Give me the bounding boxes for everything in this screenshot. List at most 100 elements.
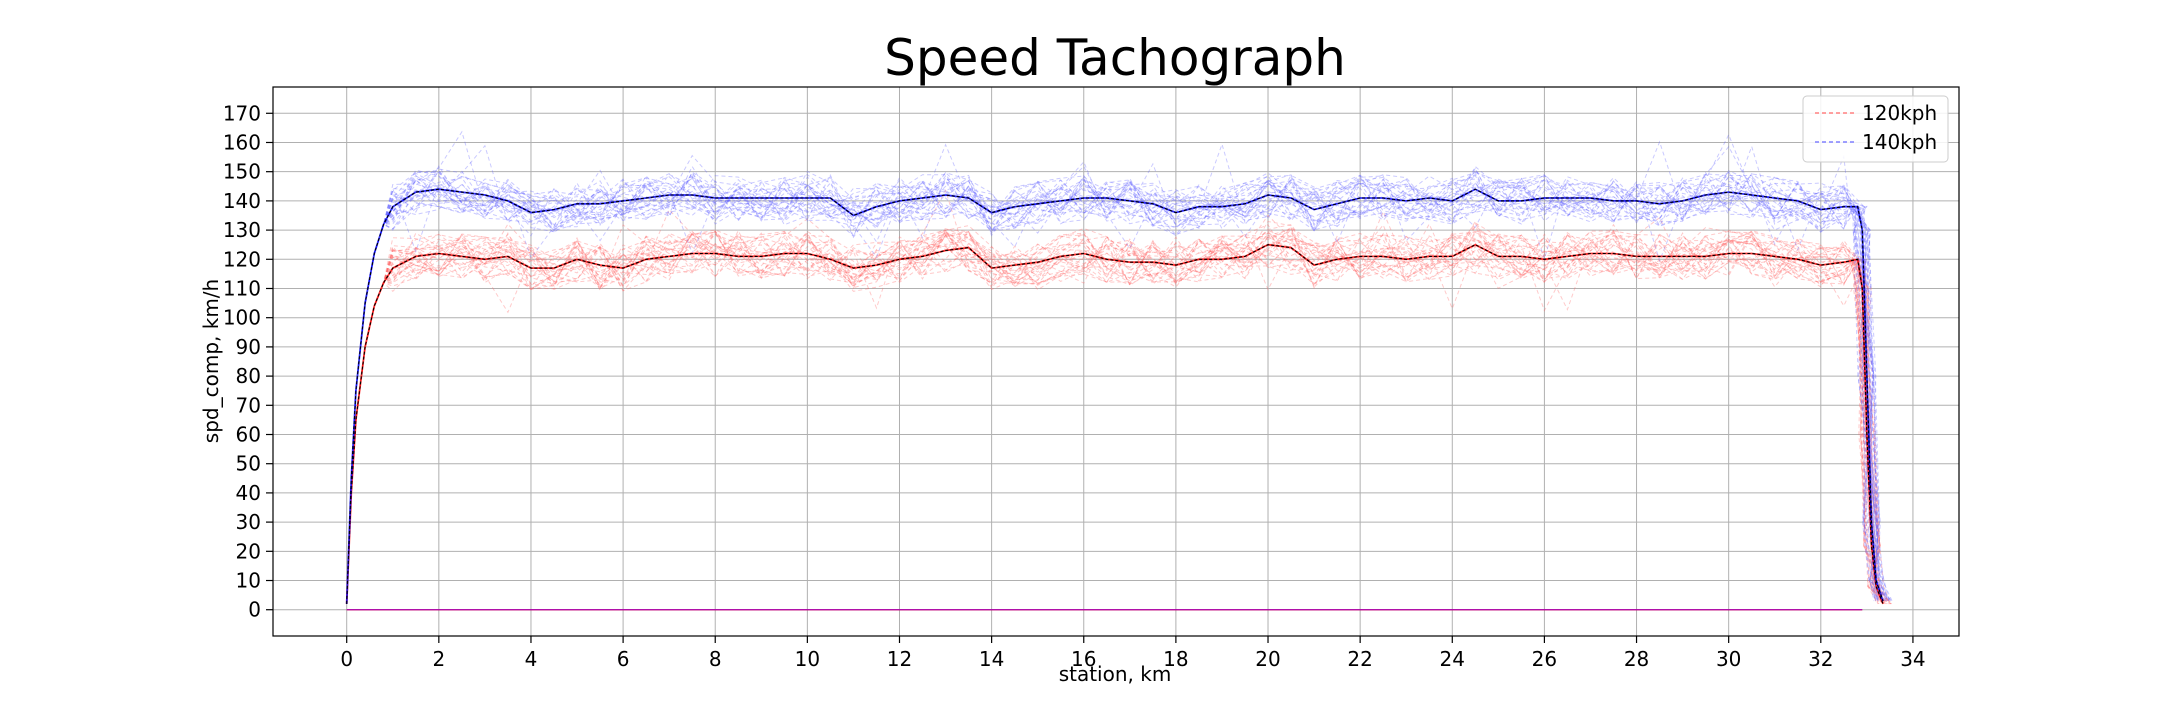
x-tick-label: 22 <box>1347 647 1372 671</box>
x-tick-label: 20 <box>1255 647 1280 671</box>
trace-line-120kph <box>346 229 1888 605</box>
trace-line-120kph <box>346 224 1891 605</box>
trace-line-120kph <box>346 189 1892 605</box>
trace-line-140kph <box>346 170 1888 604</box>
y-tick-label: 40 <box>236 481 261 505</box>
trace-line-140kph <box>346 174 1883 604</box>
y-tick-label: 150 <box>223 160 261 184</box>
trace-line-140kph <box>346 145 1887 604</box>
trace-line-140kph <box>346 171 1879 604</box>
trace-line-120kph <box>346 227 1888 605</box>
x-tick-label: 14 <box>979 647 1004 671</box>
series-line-140kph <box>345 188 1884 604</box>
y-tick-label: 60 <box>236 423 261 447</box>
mean-line-120kph <box>346 244 1884 605</box>
chart-title: Speed Tachograph <box>884 29 1346 87</box>
trace-line-120kph <box>346 225 1879 604</box>
trace-line-140kph <box>346 175 1883 604</box>
trace-line-120kph <box>346 230 1892 605</box>
trace-line-120kph <box>346 216 1886 605</box>
individual-traces <box>346 130 1893 605</box>
y-tick-label: 80 <box>236 364 261 388</box>
trace-line-140kph <box>346 169 1887 604</box>
trace-line-120kph <box>346 231 1885 605</box>
y-tick-label: 140 <box>223 189 261 213</box>
y-tick-label: 20 <box>236 539 261 563</box>
x-tick-label: 28 <box>1624 647 1649 671</box>
trace-line-140kph <box>346 178 1890 604</box>
trace-line-140kph <box>346 170 1876 604</box>
trace-line-140kph <box>346 165 1880 604</box>
x-tick-label: 26 <box>1532 647 1557 671</box>
trace-line-140kph <box>346 174 1877 604</box>
trace-line-120kph <box>346 227 1890 605</box>
trace-line-120kph <box>346 220 1890 605</box>
y-tick-label: 90 <box>236 335 261 359</box>
trace-line-120kph <box>346 232 1891 605</box>
legend-label-140kph: 140kph <box>1862 130 1937 154</box>
y-tick-label: 70 <box>236 393 261 417</box>
trace-line-140kph <box>346 171 1893 604</box>
y-tick-label: 120 <box>223 247 261 271</box>
y-tick-label: 100 <box>223 306 261 330</box>
trace-line-120kph <box>346 229 1884 605</box>
x-tick-label: 0 <box>340 647 353 671</box>
trace-line-140kph <box>346 174 1879 604</box>
trace-line-140kph <box>346 170 1882 604</box>
x-tick-label: 4 <box>525 647 538 671</box>
trace-line-140kph <box>346 169 1880 604</box>
trace-line-140kph <box>346 173 1876 604</box>
plot-area-frame <box>272 86 1960 637</box>
mean-line-140kph <box>346 188 1884 604</box>
y-tick-label: 0 <box>248 598 261 622</box>
trace-line-120kph <box>346 226 1891 605</box>
x-tick-label: 6 <box>617 647 630 671</box>
x-axis-ticks: 0 2 4 6 8 10 12 14 16 18 20 22 24 26 28 30 32 34 <box>340 636 1926 671</box>
y-axis-ticks: 0 10 20 30 40 50 60 70 80 90 100 110 120 130 140 150 160… <box>223 101 273 622</box>
x-tick-label: 32 <box>1808 647 1833 671</box>
x-tick-label: 12 <box>887 647 912 671</box>
x-tick-label: 30 <box>1716 647 1741 671</box>
x-tick-label: 34 <box>1900 647 1925 671</box>
x-tick-label: 16 <box>1071 647 1096 671</box>
trace-line-120kph <box>346 230 1887 605</box>
y-tick-label: 110 <box>223 276 261 300</box>
trace-line-120kph <box>346 229 1880 605</box>
trace-line-140kph <box>346 175 1878 604</box>
y-axis-label: spd_comp, km/h <box>199 279 223 443</box>
trace-line-140kph <box>346 144 1891 604</box>
trace-line-140kph <box>346 169 1885 604</box>
trace-line-140kph <box>346 172 1881 604</box>
trace-line-120kph <box>346 230 1883 604</box>
trace-line-120kph <box>346 228 1890 605</box>
x-tick-label: 18 <box>1163 647 1188 671</box>
trace-line-120kph <box>346 228 1885 605</box>
y-tick-label: 170 <box>223 101 261 125</box>
trace-line-140kph <box>346 174 1879 604</box>
series-line-120kph <box>345 243 1884 605</box>
x-tick-label: 8 <box>709 647 722 671</box>
x-tick-label: 2 <box>432 647 445 671</box>
trace-line-120kph <box>346 208 1881 604</box>
trace-line-140kph <box>346 167 1884 604</box>
trace-line-140kph <box>346 160 1887 604</box>
trace-line-120kph <box>346 223 1881 604</box>
legend-label-120kph: 120kph <box>1862 101 1937 125</box>
trace-line-140kph <box>346 171 1890 604</box>
y-tick-label: 50 <box>236 452 261 476</box>
trace-line-140kph <box>346 174 1892 604</box>
legend: 120kph 140kph <box>1802 95 1949 163</box>
trace-line-120kph <box>346 228 1879 605</box>
series-lines <box>345 188 1884 605</box>
trace-line-140kph <box>346 144 1893 604</box>
trace-line-120kph <box>346 222 1892 605</box>
grid-lines <box>273 87 1959 636</box>
x-tick-label: 10 <box>795 647 820 671</box>
trace-line-140kph <box>346 130 1893 604</box>
y-tick-label: 130 <box>223 218 261 242</box>
trace-line-140kph <box>346 142 1889 604</box>
trace-line-120kph <box>346 225 1881 604</box>
y-tick-label: 160 <box>223 130 261 154</box>
x-axis-label: station, km <box>1059 662 1172 686</box>
